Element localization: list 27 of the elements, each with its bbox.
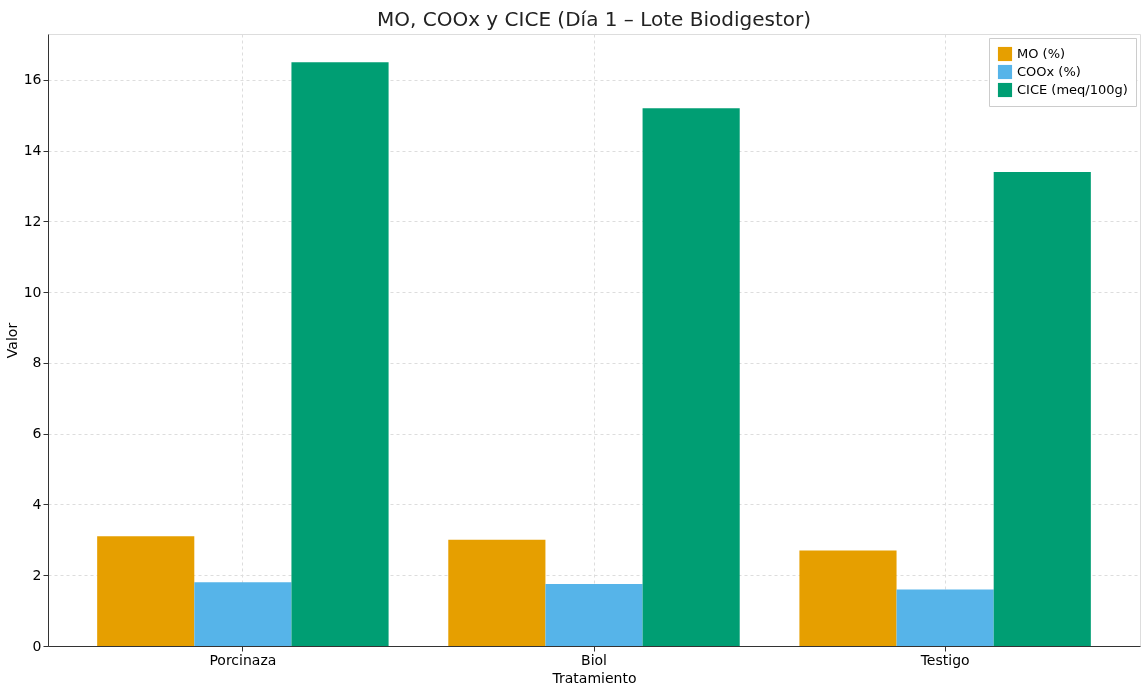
bar [545, 584, 643, 646]
bar [642, 108, 740, 646]
y-tick-label: 4 [32, 496, 42, 512]
legend-label: CICE (meq/100g) [1017, 82, 1128, 97]
y-axis-title: Valor [3, 322, 20, 359]
y-tick-label: 0 [32, 637, 42, 654]
y-tick-label: 2 [32, 566, 42, 583]
bar [291, 62, 389, 646]
y-tick-label: 10 [23, 283, 42, 300]
legend-label: MO (%) [1017, 46, 1066, 61]
bar [97, 536, 195, 646]
bar [194, 582, 292, 646]
x-tick-label: Biol [581, 651, 607, 668]
y-tick-label: 14 [23, 142, 42, 159]
y-tick-label: 6 [32, 425, 42, 442]
y-tick-label: 12 [23, 212, 42, 229]
chart-title: MO, COOx y CICE (Día 1 – Lote Biodigestor) [376, 7, 812, 31]
x-tick-label: Porcinaza [209, 651, 277, 668]
x-axis-title: Tratamiento [551, 669, 637, 686]
y-tick-label: 16 [23, 71, 42, 88]
x-tick-label: Testigo [919, 651, 970, 668]
bar [896, 589, 994, 646]
bar [993, 171, 1091, 646]
legend-label: COOx (%) [1017, 64, 1081, 79]
bar [448, 539, 546, 646]
y-tick-label: 8 [32, 354, 42, 371]
bar [799, 550, 897, 646]
